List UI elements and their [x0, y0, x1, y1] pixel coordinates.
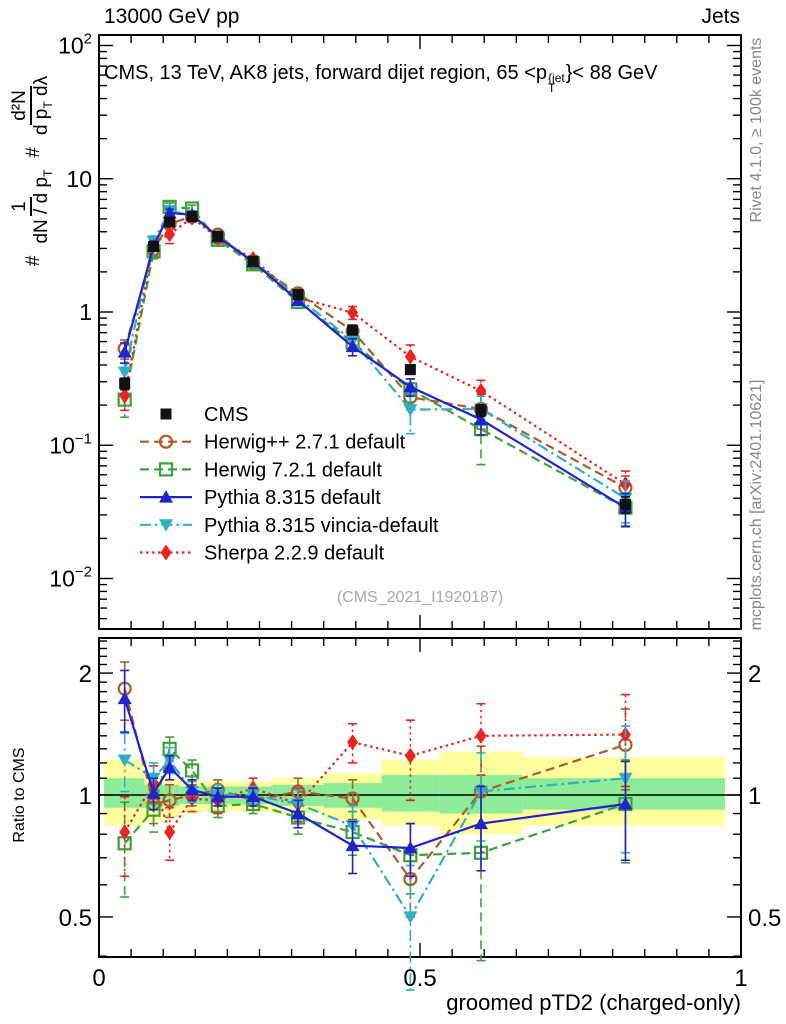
svg-text:2: 2 — [79, 661, 92, 688]
rivet-version-note: Rivet 4.1.0, ≥ 100k events — [748, 37, 765, 223]
svg-text:CMS: CMS — [204, 404, 248, 426]
series-main-sherpa — [119, 209, 631, 503]
legend-entry-herwig7: Herwig 7.2.1 default — [140, 459, 382, 481]
legend: CMS Herwig++ 2.7.1 default Herwig 7.2.1 de… — [140, 404, 439, 565]
series-main-cms — [119, 211, 631, 514]
plot-title-suffix: }< 88 GeV — [565, 62, 658, 84]
pt-jet-sup: {jet — [548, 71, 565, 85]
hash-symbol: # — [23, 255, 44, 267]
legend-entry-herwigpp: Herwig++ 2.7.1 default — [140, 432, 406, 454]
svg-text:0.5: 0.5 — [748, 905, 781, 932]
svg-text:Pythia 8.315 default: Pythia 8.315 default — [204, 487, 381, 509]
differential-fraction: d²N d pT dλ — [9, 75, 55, 136]
svg-text:Sherpa 2.2.9 default: Sherpa 2.2.9 default — [204, 543, 385, 565]
beam-energy-label: 13000 GeV pp — [104, 5, 240, 28]
plot-title: CMS, 13 TeV, AK8 jets, forward dijet reg… — [104, 62, 658, 95]
svg-text:Herwig 7.2.1 default: Herwig 7.2.1 default — [204, 459, 382, 481]
plot-title-text: CMS, 13 TeV, AK8 jets, forward dijet reg… — [104, 62, 548, 84]
svg-text:1: 1 — [79, 783, 92, 810]
svg-text:Herwig++ 2.7.1 default: Herwig++ 2.7.1 default — [204, 432, 406, 454]
hash-symbol: # — [23, 147, 44, 158]
svg-text:1: 1 — [748, 783, 761, 810]
svg-text:1: 1 — [734, 965, 747, 992]
svg-text:2: 2 — [748, 661, 761, 688]
svg-text:10: 10 — [66, 166, 92, 192]
series-ratio-pythia — [117, 669, 633, 878]
svg-text:102: 102 — [58, 31, 92, 59]
legend-entry-cms: CMS — [160, 404, 248, 426]
svg-text:0: 0 — [92, 965, 105, 992]
legend-entry-vincia: Pythia 8.315 vincia-default — [140, 515, 439, 537]
svg-text:Pythia 8.315 vincia-default: Pythia 8.315 vincia-default — [204, 515, 439, 537]
normalization-fraction: 1 dN / d pT — [9, 169, 55, 244]
svg-text:10−2: 10−2 — [49, 564, 92, 592]
svg-text:0.5: 0.5 — [59, 905, 92, 932]
svg-text:1: 1 — [79, 299, 92, 325]
analysis-group-label: Jets — [701, 5, 740, 28]
svg-text:10−1: 10−1 — [49, 430, 92, 458]
mcplots-attribution: mcplots.cern.ch [arXiv:2401.10621] — [748, 379, 765, 631]
ratio-y-axis-label: Ratio to CMS — [11, 747, 28, 843]
legend-entry-pythia: Pythia 8.315 default — [140, 487, 381, 509]
ratio-panel-frame — [98, 637, 742, 958]
main-y-axis-label: # 1 dN / d pT # d²N d pT dλ — [6, 56, 62, 284]
legend-entry-sherpa: Sherpa 2.2.9 default — [140, 543, 385, 565]
main-panel-frame — [98, 34, 742, 630]
x-axis-label: groomed pTD2 (charged-only) — [446, 990, 741, 1015]
analysis-id-watermark: (CMS_2021_I1920187) — [336, 589, 504, 606]
pt-jet-supsub: {jet T — [548, 71, 565, 95]
svg-text:0.5: 0.5 — [403, 965, 436, 992]
pt-jet-sub: T — [548, 81, 556, 95]
axis-tick-labels: 10−2 10−1 1 10 102 2 2 1 1 0.5 0.5 0 0.5 1 — [49, 31, 781, 993]
